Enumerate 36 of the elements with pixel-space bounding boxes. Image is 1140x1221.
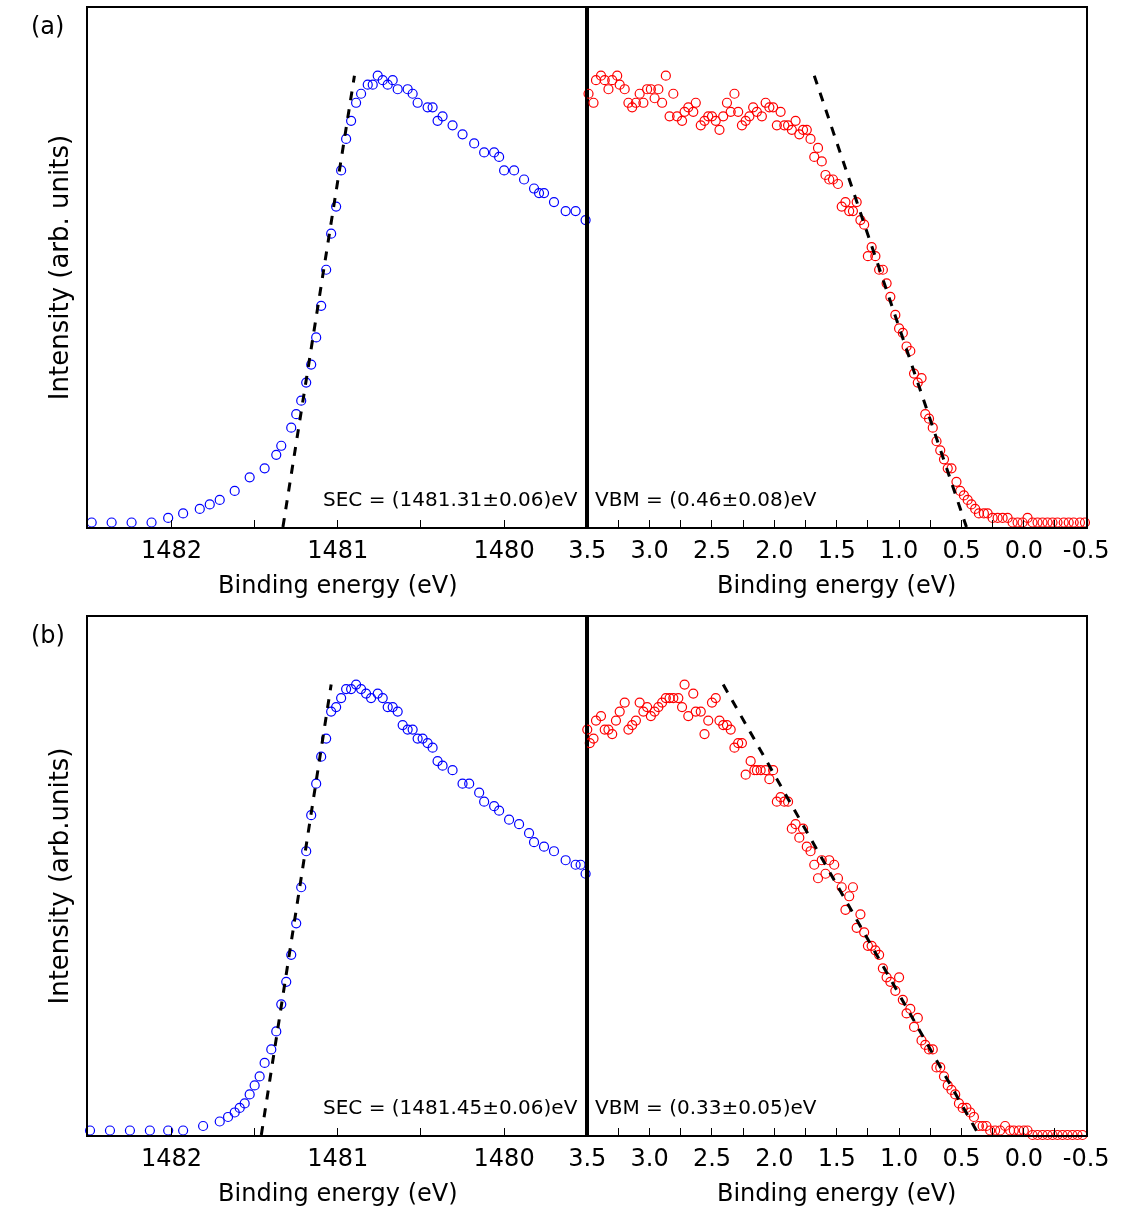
x-tick-label: 0.5 [942, 535, 981, 564]
annotation: VBM = (0.46±0.08)eV [595, 487, 817, 511]
x-tick-label: 0.5 [942, 1143, 981, 1172]
x-tick-label: 1482 [140, 1143, 203, 1172]
y-axis-title: Intensity (arb. units) [44, 134, 75, 401]
x-tick-label: 1.5 [817, 1143, 856, 1172]
x-tick-label: 2.0 [755, 535, 794, 564]
annotation: SEC = (1481.31±0.06)eV [323, 487, 578, 511]
x-tick-label: 1481 [307, 535, 369, 564]
x-tick-label: 3.0 [630, 1143, 669, 1172]
x-tick-label: 1.5 [817, 535, 856, 564]
x-tick-label: 2.0 [755, 1143, 794, 1172]
x-tick-label: 0.0 [1004, 1143, 1043, 1172]
x-tick-label: -0.5 [1062, 1143, 1110, 1172]
annotation: VBM = (0.33±0.05)eV [595, 1095, 817, 1119]
x-axis-title: Binding energy (eV) [218, 571, 458, 600]
text: (a) [31, 12, 65, 40]
x-tick-label: 1481 [307, 1143, 369, 1172]
x-tick-label: 3.5 [568, 535, 607, 564]
x-tick-label: 1480 [473, 535, 535, 564]
x-tick-label: 1482 [140, 535, 203, 564]
annotation: SEC = (1481.45±0.06)eV [323, 1095, 578, 1119]
x-axis-title: Binding energy (eV) [218, 1179, 458, 1208]
y-axis-title: Intensity (arb.units) [44, 747, 75, 1005]
x-tick-label: 2.5 [692, 535, 732, 564]
text: (b) [31, 621, 65, 649]
x-tick-label: 0.0 [1004, 535, 1043, 564]
x-axis-title: Binding energy (eV) [716, 1179, 957, 1208]
x-tick-label: 1.0 [880, 1143, 919, 1172]
x-axis-title: Binding energy (eV) [716, 571, 957, 600]
x-tick-label: 2.5 [692, 1143, 732, 1172]
x-tick-label: 1480 [473, 1143, 535, 1172]
x-tick-label: 3.5 [568, 1143, 607, 1172]
x-tick-label: 3.0 [630, 535, 669, 564]
x-tick-label: -0.5 [1062, 535, 1110, 564]
x-tick-label: 1.0 [880, 535, 919, 564]
